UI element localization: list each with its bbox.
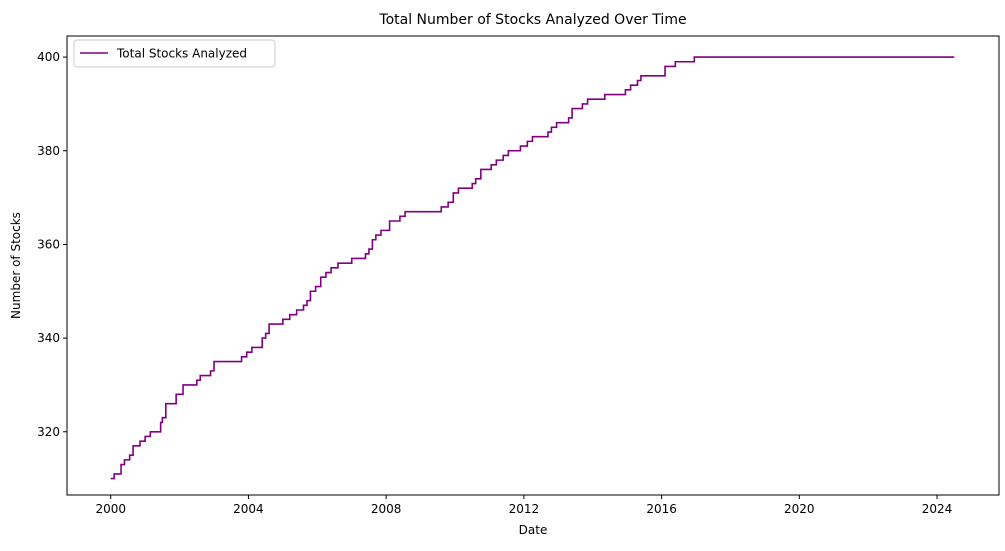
y-axis-ticks: 320 340 360 380 400 [37,50,67,439]
legend-label: Total Stocks Analyzed [116,47,247,61]
series-line-total-stocks-analyzed [110,56,955,480]
y-tick-label: 360 [37,237,60,251]
x-axis-label: Date [519,523,548,537]
x-axis-ticks: 2000 2004 2008 2012 2016 2020 2024 [95,495,952,516]
legend-box [73,39,276,68]
x-tick-label: 2012 [509,502,540,516]
y-tick-label: 320 [37,425,60,439]
y-tick-label: 380 [37,144,60,158]
x-tick-label: 2008 [371,502,402,516]
x-tick-label: 2000 [95,502,126,516]
x-tick-label: 2024 [922,502,953,516]
x-tick-label: 2016 [646,502,677,516]
plot-frame [66,35,1000,496]
legend: Total Stocks Analyzed [73,39,276,68]
x-tick-label: 2004 [233,502,264,516]
y-tick-label: 340 [37,331,60,345]
y-tick-label: 400 [37,50,60,64]
y-axis-label: Number of Stocks [9,212,23,319]
chart-title: Total Number of Stocks Analyzed Over Tim… [378,12,686,28]
x-tick-label: 2020 [784,502,815,516]
